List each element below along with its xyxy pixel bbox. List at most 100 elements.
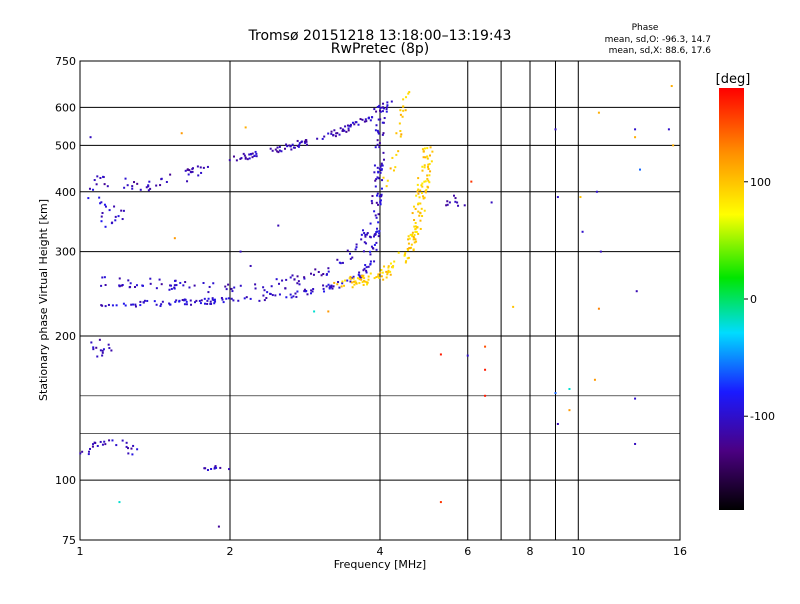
echo-point (292, 295, 295, 298)
echo-point (127, 452, 130, 455)
echo-point (202, 166, 205, 169)
x-tick-label: 4 (377, 545, 384, 558)
echo-point (422, 195, 425, 198)
echo-point (330, 284, 333, 287)
echo-point (453, 194, 456, 197)
echo-point (294, 292, 297, 295)
echo-point (124, 177, 127, 180)
echo-point (303, 276, 306, 279)
echo-point (417, 210, 420, 213)
chart-title: Tromsø 20151218 13:18:00–13:19:43 (248, 28, 512, 44)
echo-point (371, 195, 374, 198)
echo-point (408, 247, 411, 250)
y-tick-label: 500 (55, 139, 76, 152)
echo-point (343, 284, 346, 287)
echo-point (131, 187, 134, 190)
echo-point (224, 285, 227, 288)
echo-point (193, 284, 196, 287)
echo-point (193, 301, 196, 304)
echo-point (213, 302, 216, 305)
echo-point (395, 132, 398, 135)
colorbar-tick-label: 100 (750, 176, 771, 189)
echo-point (419, 219, 422, 222)
y-tick-label: 600 (55, 101, 76, 114)
echo-point (104, 305, 107, 308)
echo-point (117, 215, 120, 218)
scattered-echo-point (634, 136, 637, 139)
echo-point (382, 121, 385, 124)
echo-point (366, 283, 369, 286)
echo-point (98, 338, 101, 341)
echo-point (293, 278, 296, 281)
echo-point (111, 439, 114, 442)
echo-point (320, 274, 323, 277)
echo-point (381, 110, 384, 113)
echo-point (401, 115, 404, 118)
echo-point (411, 212, 414, 215)
echo-point (290, 148, 293, 151)
echo-point (428, 163, 431, 166)
echo-point (362, 283, 365, 286)
echo-point (407, 256, 410, 259)
scattered-echo-point (89, 136, 92, 139)
echo-point (373, 171, 376, 174)
echo-point (186, 180, 189, 183)
echo-point (420, 184, 423, 187)
x-tick-label: 1 (77, 545, 84, 558)
echo-point (416, 183, 419, 186)
echo-point (358, 274, 361, 277)
echo-point (389, 270, 392, 273)
echo-point (146, 299, 149, 302)
echo-point (383, 265, 386, 268)
echo-point (104, 205, 107, 208)
echo-point (133, 181, 136, 184)
echo-point (446, 200, 449, 203)
echo-point (145, 186, 148, 189)
echo-point (361, 276, 364, 279)
echo-point (331, 287, 334, 290)
echo-point (406, 257, 409, 260)
echo-point (120, 209, 123, 212)
echo-point (244, 156, 247, 159)
echo-point (121, 218, 124, 221)
scattered-echo-point (579, 196, 582, 199)
echo-point (336, 132, 339, 135)
echo-point (425, 188, 428, 191)
echo-point (305, 140, 308, 143)
echo-point (227, 297, 230, 300)
echo-point (284, 147, 287, 150)
echo-point (108, 209, 111, 212)
echo-point (155, 287, 158, 290)
echo-point (389, 167, 392, 170)
scattered-echo-point (556, 196, 559, 199)
echo-point (404, 261, 407, 264)
y-tick-label: 100 (55, 474, 76, 487)
echo-point (99, 176, 102, 179)
echo-point (291, 143, 294, 146)
echo-point (254, 150, 257, 153)
scattered-echo-point (118, 501, 121, 504)
echo-point (188, 169, 191, 172)
echo-point (298, 142, 301, 145)
echo-point (189, 170, 192, 173)
echo-point (422, 150, 425, 153)
echo-point (403, 254, 406, 257)
echo-point (103, 203, 106, 206)
echo-point (101, 212, 104, 215)
echo-point (211, 298, 214, 301)
echo-point (139, 304, 142, 307)
echo-point (219, 466, 222, 469)
echo-point (397, 251, 400, 254)
echo-point (200, 299, 203, 302)
echo-point (333, 281, 336, 284)
echo-point (290, 296, 293, 299)
echo-point (104, 225, 107, 228)
echo-point (195, 299, 198, 302)
echo-point (118, 284, 121, 287)
echo-point (365, 242, 368, 245)
echo-point (89, 447, 92, 450)
echo-point (88, 187, 91, 190)
echo-point (370, 245, 373, 248)
echo-point (184, 169, 187, 172)
echo-point (298, 144, 301, 147)
